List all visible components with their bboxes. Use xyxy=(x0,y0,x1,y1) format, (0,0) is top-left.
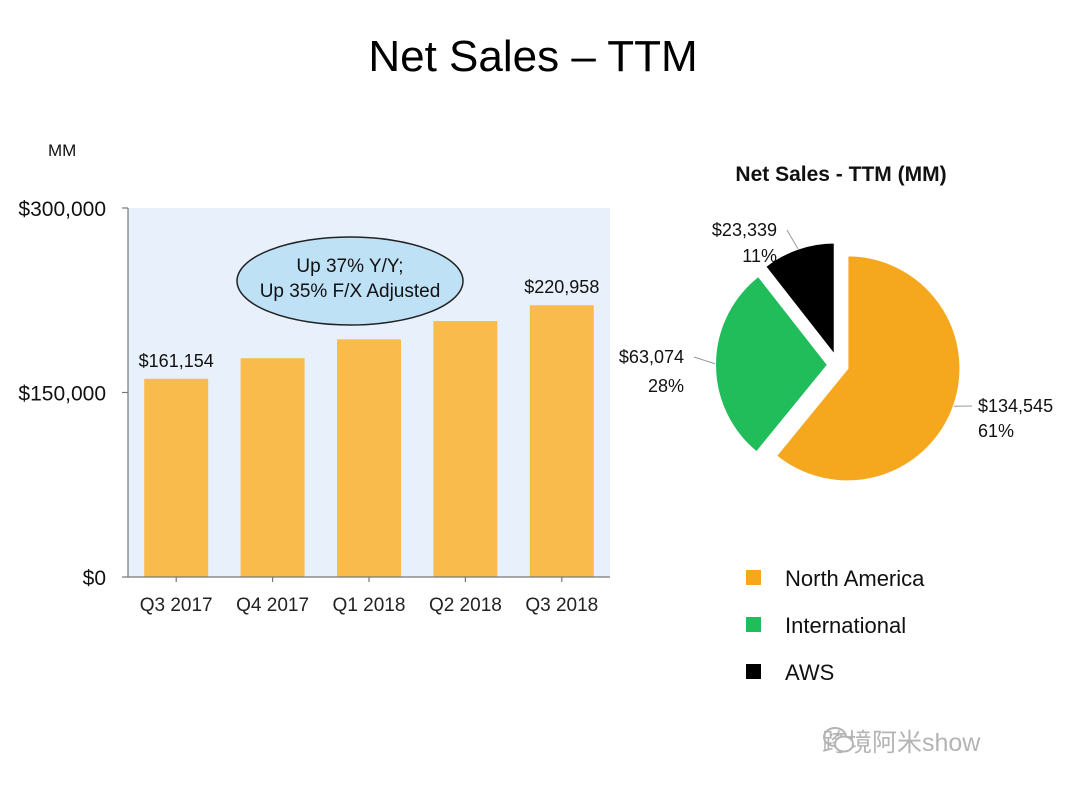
watermark: 跨境阿米show xyxy=(822,726,980,757)
pie-leader-line xyxy=(693,356,716,365)
legend-swatch xyxy=(746,617,761,632)
page-title: Net Sales – TTM xyxy=(368,32,698,81)
legend-swatch xyxy=(746,570,761,585)
bar-data-labels: $161,154 $220,958 xyxy=(139,277,600,371)
pie-leader-line xyxy=(786,229,799,249)
legend-swatch xyxy=(746,664,761,679)
bar-data-label: $220,958 xyxy=(524,277,599,297)
y-tick-label: $150,000 xyxy=(18,383,106,406)
x-tick-label: Q1 2018 xyxy=(333,595,406,616)
bar-q2-2018 xyxy=(433,320,498,577)
x-tick-label: Q4 2017 xyxy=(236,595,309,616)
x-tick-label: Q2 2018 xyxy=(429,595,502,616)
bar-data-label: $161,154 xyxy=(139,351,214,371)
pie-slice-north-america xyxy=(774,254,962,483)
annotation-bubble xyxy=(236,236,464,326)
bar-series xyxy=(144,305,594,577)
pie-value-label: $23,339 xyxy=(712,220,777,240)
bar-q1-2018 xyxy=(337,339,401,577)
pie-title: Net Sales - TTM (MM) xyxy=(735,163,946,186)
annotation-line-2: Up 35% F/X Adjusted xyxy=(260,281,441,302)
bar-q3-2018 xyxy=(529,305,594,577)
pie-slice-aws xyxy=(763,241,836,359)
annotation-line-1: Up 37% Y/Y; xyxy=(296,256,403,277)
legend-label: International xyxy=(785,613,906,638)
bar-q3-2017 xyxy=(144,378,209,577)
pie-percent-label: 61% xyxy=(978,421,1014,441)
wechat-icon xyxy=(823,727,854,753)
pie-value-label: $134,545 xyxy=(978,396,1053,416)
x-tick-label: Q3 2017 xyxy=(140,595,213,616)
pie-percent-label: 11% xyxy=(742,246,777,266)
y-tick-label: $300,000 xyxy=(18,198,106,221)
legend-label: North America xyxy=(785,566,925,591)
legend-label: AWS xyxy=(785,660,834,685)
pie-percent-label: 28% xyxy=(648,376,684,396)
y-ticks: $0 $150,000 $300,000 xyxy=(18,198,128,590)
pie-legend: North America International AWS xyxy=(746,566,925,685)
unit-label: MM xyxy=(48,141,77,160)
y-tick-label: $0 xyxy=(83,567,106,590)
x-tick-labels: Q3 2017 Q4 2017 Q1 2018 Q2 2018 Q3 2018 xyxy=(140,577,598,616)
pie-labels: $134,545 61% $63,074 28% $23,339 11% xyxy=(619,220,1053,441)
x-tick-label: Q3 2018 xyxy=(525,595,598,616)
pie-slice-international xyxy=(714,274,830,454)
pie-chart xyxy=(714,241,962,483)
pie-value-label: $63,074 xyxy=(619,347,684,367)
bar-q4-2017 xyxy=(240,358,305,577)
